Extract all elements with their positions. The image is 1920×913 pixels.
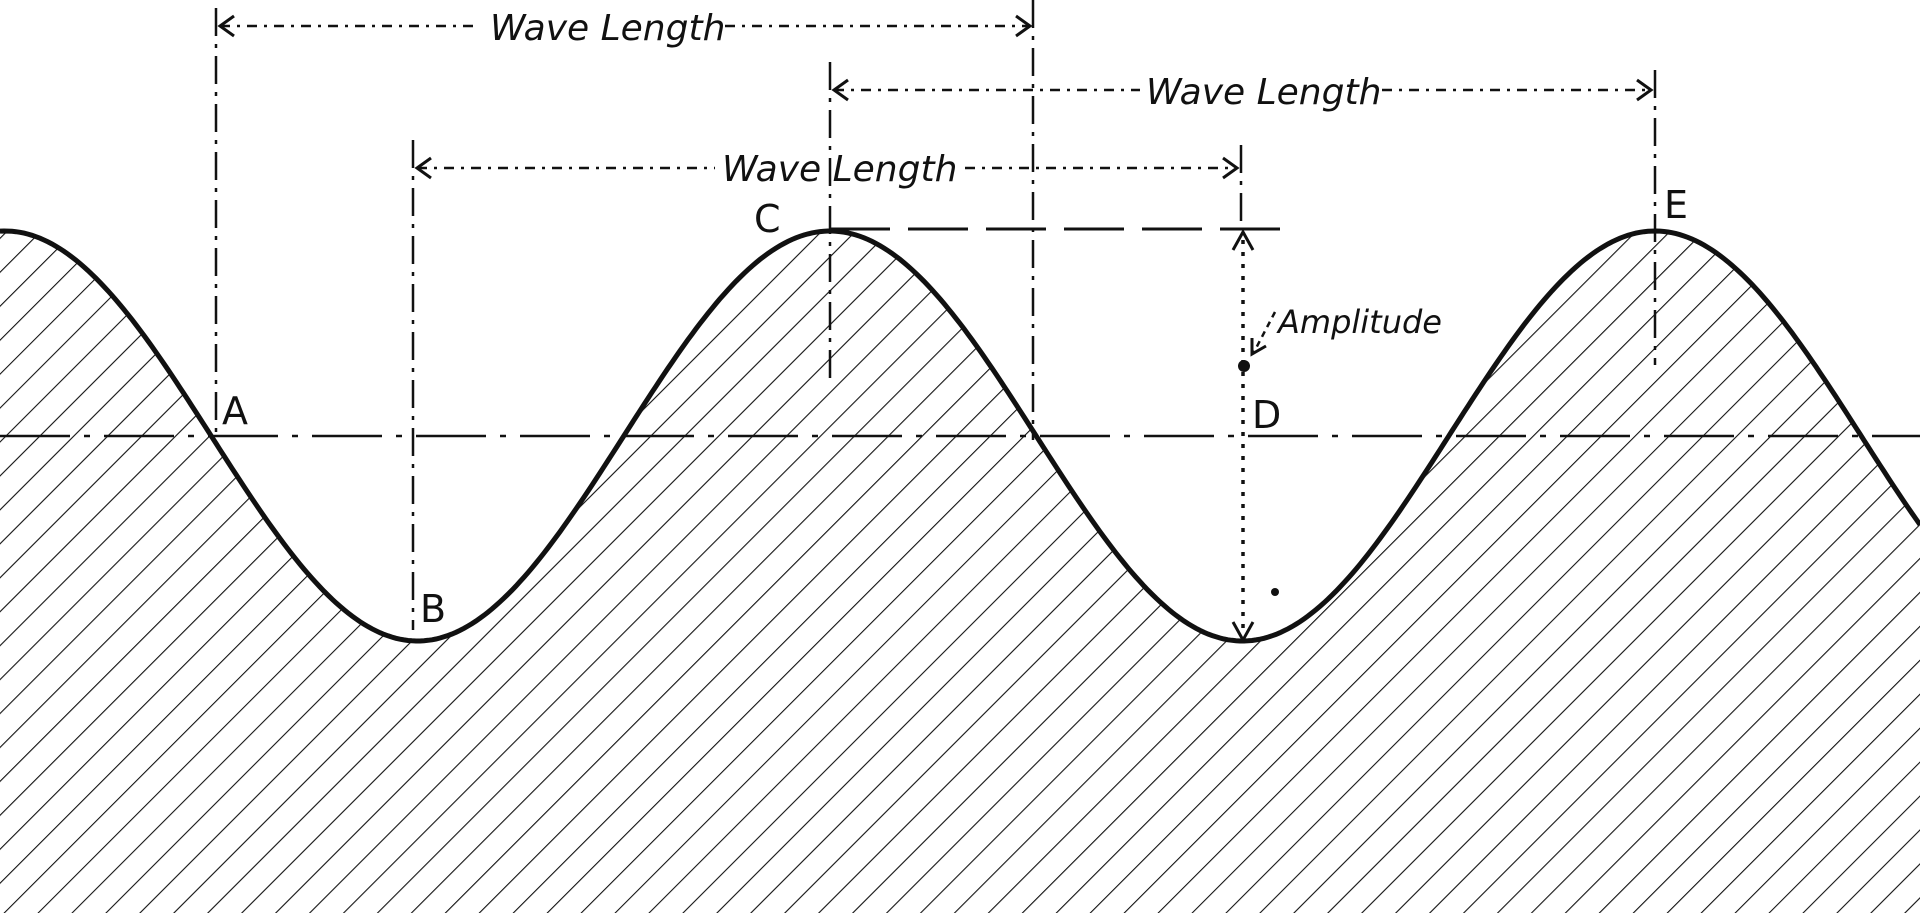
- wave-length-dimension-right: Wave Length: [831, 72, 1654, 113]
- wave-length-dimension-mid: Wave Length: [414, 149, 1240, 190]
- point-label-d: D: [1252, 393, 1281, 437]
- wave-curve: [0, 228, 1920, 644]
- point-label-b: B: [420, 587, 446, 631]
- amplitude-label: Amplitude: [1276, 303, 1442, 341]
- amplitude-marker: Amplitude: [1231, 228, 1442, 644]
- point-label-e: E: [1664, 183, 1688, 227]
- wave-length-label-right: Wave Length: [1146, 72, 1381, 113]
- point-label-a: A: [222, 389, 248, 433]
- wave-length-label-mid: Wave Length: [722, 149, 957, 190]
- wave-length-dimension-top: Wave Length: [217, 8, 1033, 49]
- wave-length-label-top: Wave Length: [490, 8, 725, 49]
- point-label-c: C: [754, 197, 781, 241]
